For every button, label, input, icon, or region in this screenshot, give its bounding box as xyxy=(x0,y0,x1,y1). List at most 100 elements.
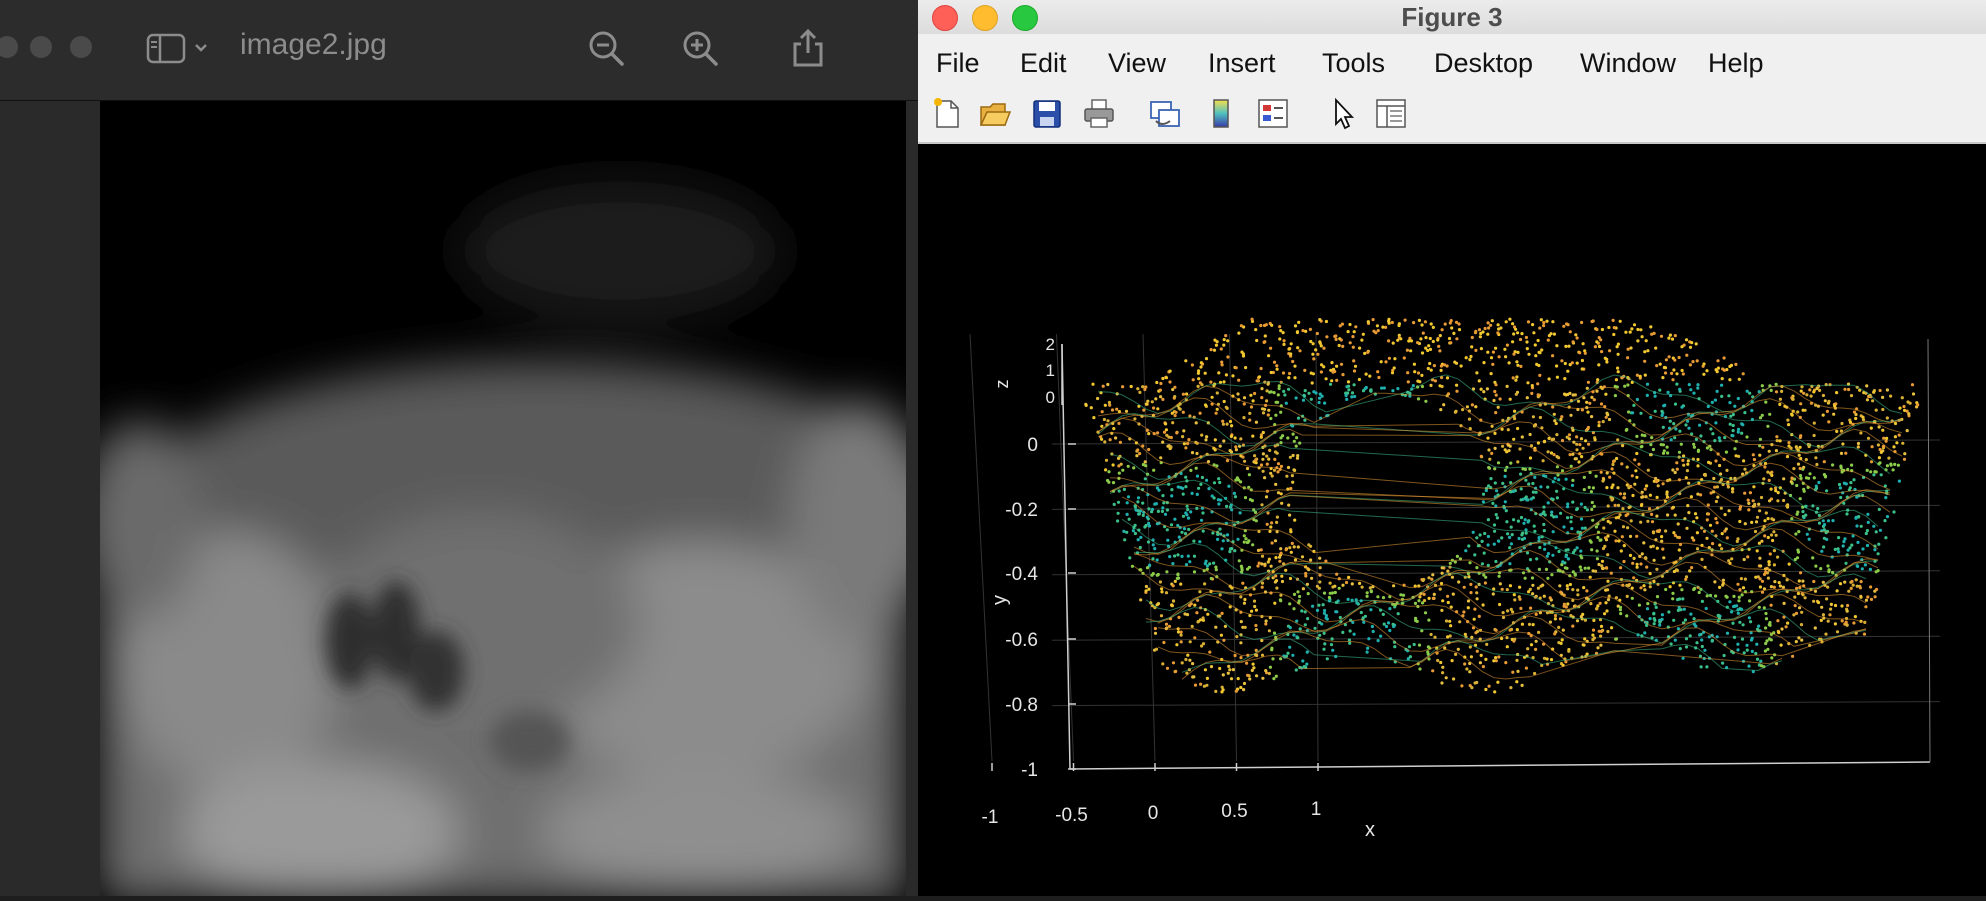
window-close-button[interactable] xyxy=(0,36,18,58)
cloud-point xyxy=(1801,579,1805,583)
cloud-point xyxy=(1684,577,1688,581)
cloud-point xyxy=(1754,651,1758,656)
cloud-point xyxy=(1525,551,1530,555)
cloud-point xyxy=(1139,535,1143,539)
save-button[interactable] xyxy=(1030,96,1064,130)
minimize-window-button[interactable] xyxy=(972,5,998,31)
cloud-point xyxy=(1216,498,1220,502)
menu-window[interactable]: Window xyxy=(1580,48,1677,78)
insert-colorbar-button[interactable] xyxy=(1204,96,1238,130)
close-window-button[interactable] xyxy=(932,5,958,31)
cloud-point xyxy=(1636,339,1640,343)
maximize-window-button[interactable] xyxy=(1012,5,1038,31)
menu-edit[interactable]: Edit xyxy=(1020,48,1067,78)
edit-plot-button[interactable] xyxy=(1326,96,1360,130)
cloud-point xyxy=(1553,419,1557,423)
cloud-point xyxy=(1740,593,1744,597)
link-plot-button[interactable] xyxy=(1148,96,1182,130)
cloud-point xyxy=(1678,647,1682,651)
open-file-button[interactable] xyxy=(978,96,1012,130)
property-inspector-button[interactable] xyxy=(1374,96,1408,130)
menu-tools[interactable]: Tools xyxy=(1322,48,1386,78)
cloud-point xyxy=(1585,400,1589,404)
cloud-point xyxy=(1823,399,1827,403)
cloud-point xyxy=(1341,373,1345,377)
cloud-point xyxy=(1239,685,1243,690)
cloud-point xyxy=(1266,382,1270,386)
cloud-point xyxy=(1475,591,1479,595)
cloud-point xyxy=(1575,546,1579,550)
cloud-point xyxy=(1294,396,1298,400)
cloud-point xyxy=(1272,391,1276,395)
cloud-point xyxy=(1760,413,1764,417)
cloud-point xyxy=(1168,369,1172,373)
cloud-point xyxy=(1408,336,1412,340)
cloud-point xyxy=(1723,436,1727,440)
new-figure-button[interactable] xyxy=(930,96,964,130)
cloud-point xyxy=(1469,354,1473,359)
share-button[interactable] xyxy=(788,28,828,68)
cloud-point xyxy=(1474,348,1478,352)
zoom-out-button[interactable] xyxy=(586,28,626,68)
cloud-point xyxy=(1478,533,1482,537)
cloud-point xyxy=(1382,622,1386,626)
menu-desktop[interactable]: Desktop xyxy=(1434,48,1534,78)
cloud-point xyxy=(1171,562,1175,566)
cloud-point xyxy=(1869,426,1873,430)
sidebar-toggle-button[interactable] xyxy=(146,32,212,64)
cloud-point xyxy=(1250,668,1254,673)
window-zoom-button[interactable] xyxy=(70,36,92,58)
zoom-in-button[interactable] xyxy=(680,28,720,68)
cloud-point xyxy=(1684,575,1689,579)
cloud-point xyxy=(1879,450,1883,454)
cloud-point xyxy=(1406,657,1410,661)
cloud-point xyxy=(1743,522,1747,526)
cloud-point xyxy=(1308,327,1312,331)
cloud-point xyxy=(1833,603,1838,608)
cloud-point xyxy=(1793,557,1797,562)
cloud-point xyxy=(1259,463,1264,467)
cloud-point xyxy=(1503,347,1507,351)
cloud-point xyxy=(1289,486,1293,491)
cloud-point xyxy=(1295,456,1300,460)
cloud-point xyxy=(1635,451,1639,456)
cloud-point xyxy=(1243,597,1247,602)
cloud-point xyxy=(1613,503,1617,507)
cloud-point xyxy=(1330,361,1334,365)
menu-help[interactable]: Help xyxy=(1708,48,1764,78)
cloud-point xyxy=(1626,512,1630,516)
print-button[interactable] xyxy=(1082,96,1116,130)
insert-legend-button[interactable] xyxy=(1256,96,1290,130)
cloud-point xyxy=(1555,496,1559,500)
cloud-point xyxy=(1350,395,1354,399)
cloud-point xyxy=(1458,620,1462,624)
cloud-point xyxy=(1318,556,1322,560)
cloud-point xyxy=(1139,598,1143,602)
figure-canvas[interactable]: -1 -0.5 0 0.5 1 0 -0.2 -0.4 -0.6 -0.8 -1 2 1 0 x y z xyxy=(918,144,1986,896)
cloud-point xyxy=(1173,414,1177,418)
cloud-point xyxy=(1181,514,1186,518)
cloud-point xyxy=(1204,438,1208,442)
menu-view[interactable]: View xyxy=(1108,48,1167,78)
menu-file[interactable]: File xyxy=(936,48,980,78)
cloud-point xyxy=(1893,462,1897,466)
cloud-point xyxy=(1179,630,1183,634)
cloud-point xyxy=(1527,482,1531,486)
cloud-point xyxy=(1350,391,1355,395)
cloud-point xyxy=(1524,478,1528,482)
cloud-point xyxy=(1732,635,1737,639)
cloud-point xyxy=(1256,548,1261,552)
cloud-point xyxy=(1242,681,1247,686)
cloud-point xyxy=(1323,642,1327,646)
cloud-point xyxy=(1420,351,1425,355)
cloud-point xyxy=(1597,562,1601,567)
window-minimize-button[interactable] xyxy=(30,36,52,58)
cloud-point xyxy=(1665,445,1669,449)
cloud-point xyxy=(1706,512,1711,516)
cloud-point xyxy=(1630,586,1634,590)
cloud-point xyxy=(1648,617,1652,621)
cloud-point xyxy=(1571,598,1575,602)
cloud-point xyxy=(1588,401,1592,405)
cloud-point xyxy=(1846,603,1850,608)
menu-insert[interactable]: Insert xyxy=(1208,48,1276,78)
